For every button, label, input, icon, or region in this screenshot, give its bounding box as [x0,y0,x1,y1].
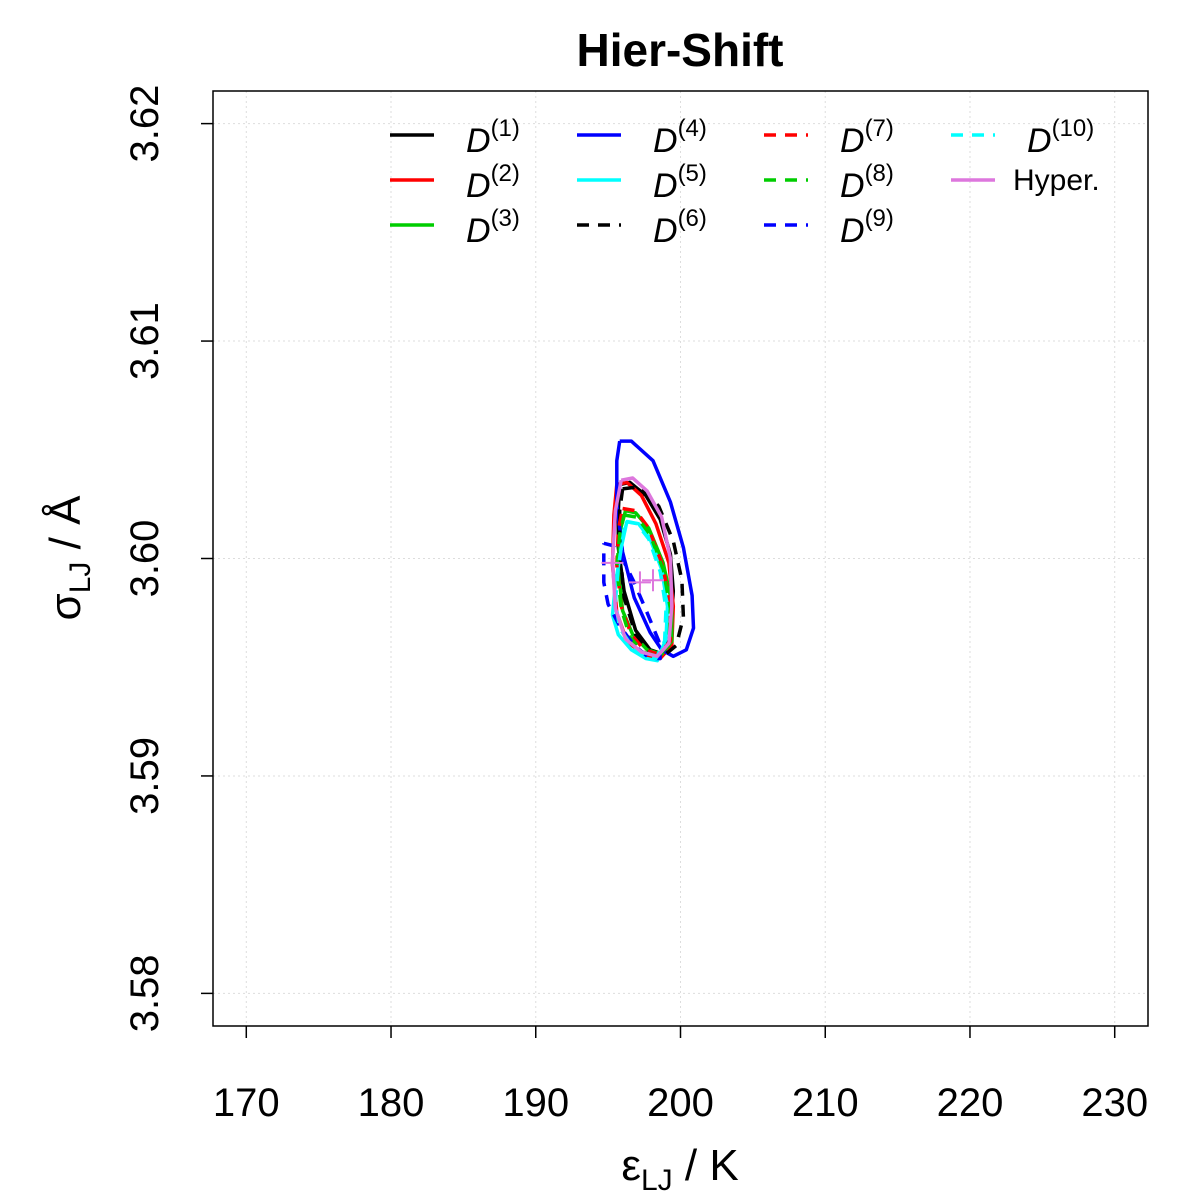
y-axis: 3.58 3.59 3.60 3.61 3.62 [123,85,213,1032]
y-tick-label: 3.60 [123,520,167,598]
legend-label: D(7) [840,115,894,160]
x-tick-label: 210 [792,1081,859,1125]
grid [213,91,1148,1026]
marker-layer [601,551,664,594]
legend-label: D(2) [466,160,520,205]
y-tick-label: 3.62 [123,85,167,163]
x-tick-label: 200 [647,1081,714,1125]
y-tick-label: 3.59 [123,737,167,815]
legend-label: Hyper. [1013,164,1100,197]
chart-title: Hier-Shift [577,24,784,76]
legend-label: D(8) [840,160,894,205]
x-tick-label: 170 [213,1081,280,1125]
series-10-contour [613,519,668,661]
x-tick-label: 230 [1081,1081,1148,1125]
legend-label: D(9) [840,205,894,250]
y-tick-label: 3.61 [123,302,167,380]
x-tick-label: 190 [502,1081,569,1125]
point-estimate-marker [601,551,624,574]
x-tick-label: 220 [937,1081,1004,1125]
legend-label: D(10) [1027,115,1094,160]
point-estimate-marker [642,569,664,592]
series-4-contour [615,439,696,659]
legend-label: D(3) [466,205,520,250]
legend: D(1)D(2)D(3) D(4)D(5)D(6) D(7)D(8)D(9) D(10… [390,115,1100,250]
series-layer [602,439,696,663]
y-tick-label: 3.58 [123,954,167,1032]
series-9-contour [602,541,662,661]
legend-label: D(1) [466,115,520,160]
legend-label: D(4) [653,115,707,160]
legend-label: D(6) [653,205,707,250]
y-axis-label: σLJ / Å [41,495,97,621]
legend-label: D(5) [653,160,707,205]
x-tick-label: 180 [358,1081,425,1125]
x-axis: 170 180 190 200 210 220 230 [213,1026,1148,1125]
x-axis-label: εLJ / K [621,1141,738,1197]
point-estimate-marker [628,571,651,594]
